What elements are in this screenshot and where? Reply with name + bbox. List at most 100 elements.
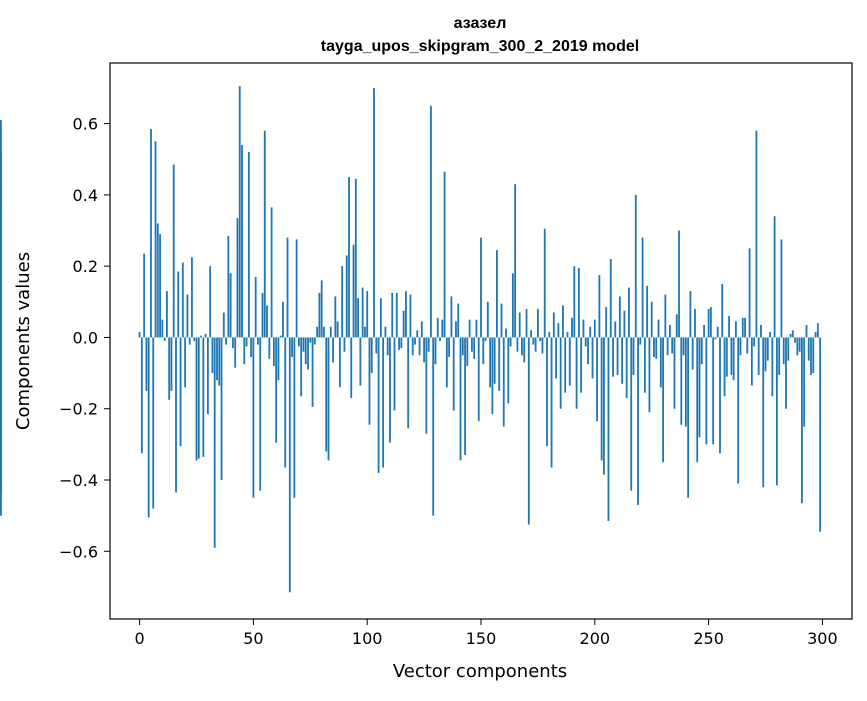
bar-65 <box>287 238 289 338</box>
bar-220 <box>639 337 641 344</box>
bar-129 <box>432 337 434 515</box>
bar-223 <box>646 286 648 338</box>
bar-294 <box>808 337 810 360</box>
bar-82 <box>325 337 327 451</box>
bar-128 <box>430 106 432 338</box>
bar-264 <box>740 337 742 355</box>
bar-20 <box>184 337 186 387</box>
bar-134 <box>444 172 446 338</box>
bar-undefined <box>0 337 2 339</box>
bar-161 <box>505 329 507 338</box>
bar-277 <box>769 332 771 337</box>
bar-237 <box>678 231 680 338</box>
bar-76 <box>312 337 314 407</box>
bar-274 <box>762 337 764 487</box>
bar-232 <box>667 337 669 355</box>
bar-254 <box>717 327 719 338</box>
bar-243 <box>692 337 694 369</box>
bar-172 <box>530 330 532 337</box>
bar-70 <box>298 337 300 346</box>
bar-73 <box>305 337 307 364</box>
bar-32 <box>212 337 214 373</box>
bar-29 <box>205 334 207 338</box>
bar-197 <box>587 337 589 364</box>
bar-116 <box>403 311 405 338</box>
bar-160 <box>503 337 505 426</box>
bar-249 <box>705 337 707 444</box>
bar-278 <box>771 337 773 396</box>
bar-6 <box>152 337 154 508</box>
bar-244 <box>694 309 696 338</box>
bar-269 <box>751 337 753 385</box>
bar-297 <box>815 332 817 337</box>
bar-261 <box>733 337 735 380</box>
bar-295 <box>810 337 812 374</box>
bar-48 <box>248 152 250 337</box>
bar-157 <box>496 250 498 337</box>
bar-38 <box>225 337 227 344</box>
bar-164 <box>512 273 514 337</box>
bar-79 <box>318 293 320 338</box>
bar-7 <box>155 141 157 337</box>
bar-93 <box>350 337 352 398</box>
bar-280 <box>776 337 778 485</box>
bar-141 <box>460 337 462 460</box>
bar-246 <box>699 337 701 437</box>
bar-126 <box>425 337 427 433</box>
bar-0 <box>139 332 141 337</box>
bar-17 <box>177 272 179 338</box>
bar-30 <box>207 337 209 414</box>
bar-101 <box>369 337 371 424</box>
bar-147 <box>473 337 475 358</box>
bar-204 <box>603 337 605 474</box>
bar-117 <box>405 291 407 337</box>
bar-178 <box>544 229 546 338</box>
bar-74 <box>307 337 309 369</box>
bar-186 <box>562 305 564 337</box>
bar-54 <box>262 293 264 338</box>
bar-104 <box>375 337 377 353</box>
bar-166 <box>517 337 519 351</box>
bar-266 <box>744 318 746 338</box>
bar-171 <box>528 337 530 524</box>
bar-193 <box>578 268 580 338</box>
bar-118 <box>407 337 409 428</box>
bar-276 <box>767 337 769 360</box>
bar-248 <box>703 325 705 337</box>
bar-67 <box>291 337 293 357</box>
bar-199 <box>592 337 594 378</box>
bar-86 <box>334 296 336 337</box>
bar-103 <box>373 88 375 337</box>
bar-260 <box>730 337 732 374</box>
bar-182 <box>553 312 555 337</box>
bar-36 <box>221 337 223 480</box>
bar-91 <box>346 255 348 337</box>
bar-2 <box>143 254 145 338</box>
bar-80 <box>321 280 323 337</box>
bar-219 <box>637 337 639 505</box>
bar-170 <box>526 309 528 338</box>
bar-150 <box>480 238 482 338</box>
bar-288 <box>794 337 796 342</box>
bar-146 <box>471 337 473 351</box>
bar-196 <box>585 337 587 346</box>
bar-255 <box>719 337 721 453</box>
bar-190 <box>571 318 573 338</box>
y-tick-label: 0.4 <box>73 186 98 205</box>
bar-222 <box>644 337 646 392</box>
bar-194 <box>580 337 582 392</box>
bar-15 <box>173 165 175 338</box>
bar-31 <box>209 266 211 337</box>
bar-63 <box>282 302 284 338</box>
bar-270 <box>753 337 755 346</box>
bar-200 <box>594 320 596 338</box>
bar-159 <box>501 304 503 338</box>
chart-title: азазел <box>454 15 507 32</box>
bar-148 <box>476 320 478 338</box>
bar-149 <box>478 337 480 421</box>
bar-287 <box>792 330 794 337</box>
bar-235 <box>674 337 676 408</box>
bar-41 <box>232 337 234 348</box>
x-tick-label: 50 <box>243 629 263 648</box>
bar-49 <box>250 337 252 357</box>
